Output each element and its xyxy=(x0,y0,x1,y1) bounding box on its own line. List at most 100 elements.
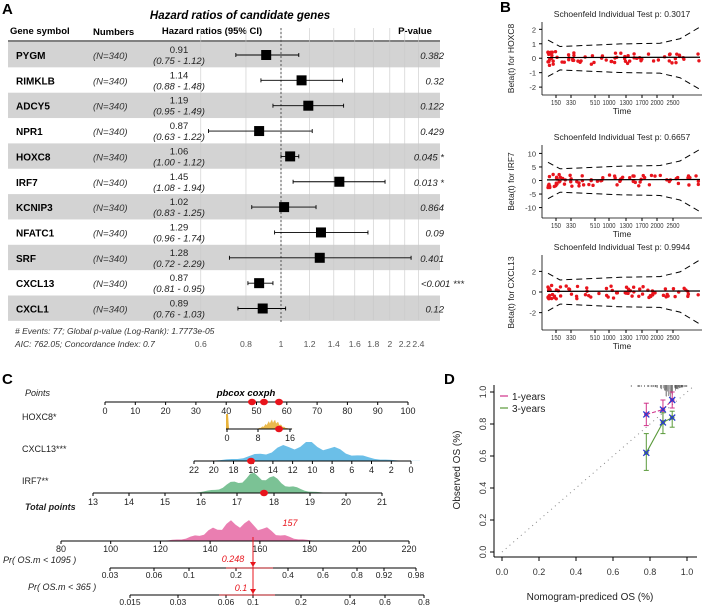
hazard-ratio: 1.45 xyxy=(170,172,189,183)
residual-point xyxy=(615,183,619,187)
y-tick-label: 5 xyxy=(532,163,536,172)
hr-marker xyxy=(303,100,314,111)
total-points-density xyxy=(150,520,330,541)
hr-marker xyxy=(279,202,290,213)
tick-label: 0 xyxy=(408,465,413,475)
tick-label: 18 xyxy=(269,497,279,507)
tick-label: 0.4 xyxy=(282,570,294,580)
hazard-ratio: 1.02 xyxy=(170,197,189,208)
numbers: (N=340) xyxy=(93,279,128,290)
tick-label: 0.8 xyxy=(351,570,363,580)
x-tick-label: 1000 xyxy=(603,98,616,107)
gene-symbol: CXCL13 xyxy=(16,279,55,290)
residual-point xyxy=(567,287,571,291)
plot-title: Schoenfeld Individual Test p: 0.9944 xyxy=(554,242,691,252)
x-tick-label: 2000 xyxy=(651,221,664,230)
residual-point xyxy=(576,59,580,63)
table-row: CXCL13 (N=340) 0.87(0.81 - 0.95) <0.001 *** xyxy=(16,273,464,295)
x-tick-label: 1.8 xyxy=(367,339,379,349)
tick-label: 200 xyxy=(352,544,367,554)
hr-marker xyxy=(296,75,307,86)
y-tick-label: 10 xyxy=(528,149,536,158)
arrow-365 xyxy=(250,589,256,594)
numbers: (N=340) xyxy=(93,127,128,138)
row-band xyxy=(8,194,440,220)
hazard-ratio: 0.89 xyxy=(170,299,189,310)
residual-point xyxy=(551,59,555,63)
tick-label: 20 xyxy=(209,465,219,475)
tick-label: 120 xyxy=(153,544,168,554)
residual-point xyxy=(637,294,641,299)
residual-point xyxy=(564,284,568,288)
y-tick-label: 0.6 xyxy=(478,450,488,463)
x-tick-label: 1700 xyxy=(636,333,649,342)
axis-label: HOXC8* xyxy=(22,412,57,422)
axis-label: CXCL13*** xyxy=(22,444,67,454)
residual-point xyxy=(626,54,630,58)
calibration-plot: 0.0 0.2 0.4 0.6 0.8 1.0 0.0 0.2 0.4 0.6 0.8 1.0 Nomo… xyxy=(452,385,697,603)
residual-point xyxy=(604,286,609,291)
x-tick-label: 1.4 xyxy=(328,339,340,349)
confidence-interval: (0.72 - 2.29) xyxy=(153,259,205,270)
residual-point xyxy=(661,293,666,298)
residual-point xyxy=(696,179,701,183)
x-tick-label: 1000 xyxy=(603,333,616,342)
residual-point xyxy=(567,57,571,62)
residual-point xyxy=(546,295,551,299)
tick-label: 16 xyxy=(196,497,206,507)
table-row: CXCL1 (N=340) 0.89(0.76 - 1.03) 0.12 xyxy=(16,299,445,321)
legend-label: 3-years xyxy=(512,404,545,415)
residual-point xyxy=(550,292,555,297)
residual-point xyxy=(590,54,595,58)
x-tick-label: 1000 xyxy=(603,221,616,230)
x-tick-label: 2500 xyxy=(667,221,680,230)
residual-point xyxy=(554,297,558,301)
residual-point xyxy=(663,287,668,291)
tick-label: 70 xyxy=(312,406,322,416)
residual-point xyxy=(571,57,575,61)
gene-symbol: KCNIP3 xyxy=(16,203,53,214)
hazard-ratio: 0.87 xyxy=(170,121,189,132)
residual-point xyxy=(649,173,654,178)
residual-point xyxy=(547,52,551,57)
tick-label: 80 xyxy=(56,544,66,554)
tick-label: 21 xyxy=(377,497,387,507)
gene-symbol: IRF7 xyxy=(16,178,38,189)
residual-point xyxy=(670,61,674,65)
residual-point xyxy=(637,184,641,188)
tick-label: 22 xyxy=(189,465,199,475)
x-axis-label: Time xyxy=(613,229,632,239)
row-band xyxy=(8,42,440,68)
residual-point xyxy=(591,183,595,188)
x-tick-label: 2.4 xyxy=(412,339,424,349)
gene-symbol: PYGM xyxy=(16,51,45,62)
x-tick-label: 2 xyxy=(387,339,392,349)
y-tick-label: 0.4 xyxy=(478,482,488,495)
x-tick-label: 330 xyxy=(566,221,576,230)
residual-point xyxy=(575,284,580,289)
tick-label: 0.2 xyxy=(230,570,242,580)
residual-point xyxy=(560,60,564,64)
nomogram-axis: 0 8 16 HOXC8* xyxy=(22,412,295,443)
residual-point xyxy=(687,183,691,187)
residual-point xyxy=(570,184,574,188)
hr-marker xyxy=(254,126,265,137)
x-tick-label: 0.4 xyxy=(570,567,583,577)
residual-point xyxy=(697,59,701,63)
irf7-marker xyxy=(260,489,268,497)
hr-marker xyxy=(334,176,345,187)
x-tick-label: 150 xyxy=(551,333,561,342)
residual-point xyxy=(555,182,559,186)
numbers: (N=340) xyxy=(93,305,128,316)
residual-point xyxy=(600,54,605,58)
residual-point xyxy=(623,59,628,63)
residual-point xyxy=(625,61,630,66)
x-axis-label: Time xyxy=(613,341,632,351)
tick-label: 8 xyxy=(255,433,260,443)
tick-label: 90 xyxy=(373,406,383,416)
x-axis-label: Time xyxy=(613,106,632,116)
schoenfeld-plot: Schoenfeld Individual Test p: 0.9944 -2 0 2… xyxy=(506,242,702,351)
table-row: SRF (N=340) 1.28(0.72 - 2.29) 0.401 xyxy=(16,248,444,270)
x-tick-label: 1700 xyxy=(636,98,649,107)
residual-point xyxy=(619,51,623,55)
